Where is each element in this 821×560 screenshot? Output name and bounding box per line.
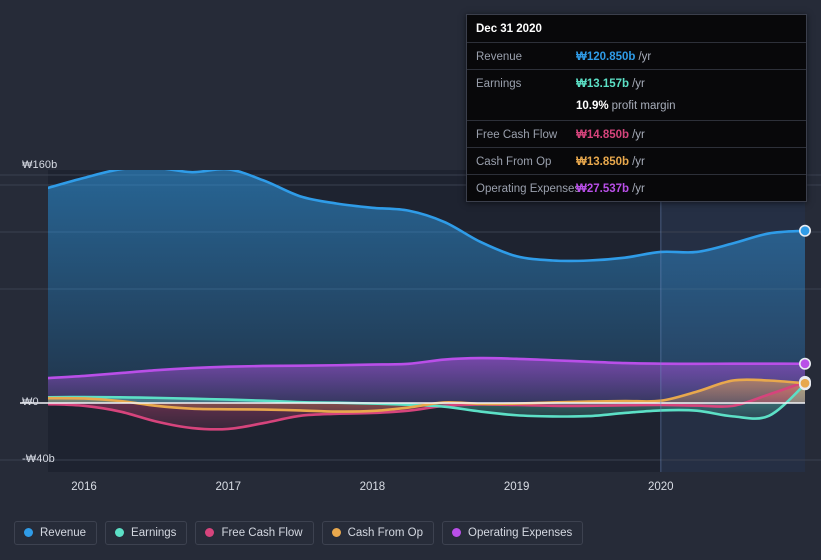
y-axis-tick: -₩40b: [22, 453, 55, 465]
tooltip-row: Operating Expenses ₩27.537b/yr: [467, 174, 806, 201]
legend-color-dot-icon: [115, 528, 125, 537]
legend-item-operating-expenses[interactable]: Operating Expenses: [442, 520, 584, 545]
x-axis-tick: 2017: [215, 481, 242, 493]
tooltip-row: Cash From Op ₩13.850b/yr: [467, 147, 806, 174]
legend-item-label: Cash From Op: [347, 526, 424, 539]
tooltip-row-value: ₩120.850b: [576, 51, 636, 63]
legend-item-earnings[interactable]: Earnings: [105, 520, 188, 545]
chart-legend[interactable]: Revenue Earnings Free Cash Flow Cash From O…: [0, 505, 821, 560]
legend-item-label: Free Cash Flow: [221, 526, 303, 539]
tooltip-row-label: Free Cash Flow: [476, 129, 558, 141]
legend-color-dot-icon: [24, 528, 33, 537]
x-axis-tick: 2016: [71, 481, 97, 493]
profit-margin-value: 10.9%: [576, 100, 609, 112]
tooltip-profit-margin-row: 10.9% profit margin: [467, 96, 806, 120]
legend-item-revenue[interactable]: Revenue: [14, 520, 98, 545]
x-axis-tick: 2018: [359, 481, 386, 493]
tooltip-row: Earnings ₩13.157b/yr: [467, 69, 806, 96]
legend-item-label: Operating Expenses: [468, 526, 573, 539]
tooltip-row-value: ₩13.850b: [576, 156, 630, 168]
legend-item-label: Earnings: [131, 526, 177, 539]
tooltip-row-unit: /yr: [632, 156, 645, 168]
tooltip-row-value: ₩13.157b: [576, 78, 630, 90]
tooltip-rows: Revenue ₩120.850b/yr Earnings ₩13.157b/yr 10…: [467, 42, 806, 201]
legend-item-free-cash-flow[interactable]: Free Cash Flow: [195, 520, 314, 545]
legend-color-dot-icon: [452, 528, 462, 537]
legend-color-dot-icon: [205, 528, 215, 537]
tooltip-row-unit: /yr: [632, 129, 645, 141]
tooltip-row-label: Earnings: [476, 78, 522, 90]
tooltip-row-value: ₩27.537b: [576, 183, 630, 195]
legend-item-label: Revenue: [40, 526, 87, 539]
tooltip-row-label: Revenue: [476, 51, 523, 63]
legend-color-dot-icon: [331, 528, 341, 537]
x-axis-tick: 2020: [648, 481, 674, 493]
tooltip-row-unit: /yr: [632, 183, 645, 195]
legend-item-cash-from-op[interactable]: Cash From Op: [321, 520, 435, 545]
tooltip-row-unit: /yr: [638, 51, 652, 63]
y-axis-tick: ₩0: [22, 396, 39, 408]
tooltip-row: Free Cash Flow ₩14.850b/yr: [467, 120, 806, 147]
tooltip-row-value: ₩14.850b: [576, 129, 630, 141]
tooltip-row: Revenue ₩120.850b/yr: [467, 42, 806, 69]
tooltip-date: Dec 31 2020: [476, 23, 542, 35]
tooltip-row-label: Cash From Op: [476, 156, 552, 168]
y-axis-tick: ₩160b: [22, 159, 58, 171]
tooltip-row-unit: /yr: [632, 78, 645, 90]
tooltip-row-label: Operating Expenses: [476, 183, 581, 195]
x-axis-tick: 2019: [503, 481, 530, 493]
hover-tooltip: Dec 31 2020 Revenue ₩120.850b/yr Earnings ₩…: [466, 14, 807, 202]
profit-margin-label: profit margin: [611, 100, 676, 112]
